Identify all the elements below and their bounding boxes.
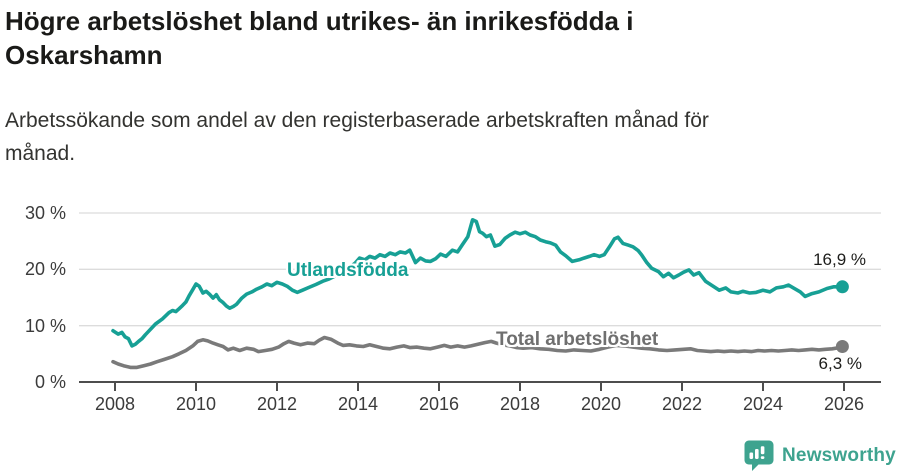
series-end-dot-1	[835, 340, 849, 354]
page-title: Högre arbetslöshet bland utrikes- än inr…	[5, 4, 633, 72]
x-tick-label-2008: 2008	[94, 394, 136, 414]
x-tick-label-2020: 2020	[580, 394, 622, 414]
x-tick-label-2026: 2026	[823, 394, 865, 414]
subtitle-line-1: Arbetssökande som andel av den registerb…	[5, 109, 709, 132]
x-tick-label-2018: 2018	[499, 394, 541, 414]
series-end-dot-0	[835, 280, 849, 294]
series-line-1	[111, 335, 845, 370]
title-line-1: Högre arbetslöshet bland utrikes- än inr…	[5, 6, 634, 36]
series-label-utlandsfodda: Utlandsfödda	[287, 260, 409, 281]
newsworthy-logo: Newsworthy	[743, 439, 896, 472]
newsworthy-logo-text: Newsworthy	[782, 444, 896, 466]
y-tick-label-20: 20 %	[24, 259, 66, 280]
x-tick-label-2024: 2024	[742, 394, 784, 414]
x-tick-label-2022: 2022	[661, 394, 703, 414]
chart-subtitle: Arbetssökande som andel av den registerb…	[5, 104, 709, 170]
title-line-2: Oskarshamn	[5, 40, 163, 70]
x-tick-label-2016: 2016	[418, 394, 460, 414]
series-label-total-arbetsloshet: Total arbetslöshet	[496, 329, 659, 350]
newsworthy-speech-bubble-chart-icon	[744, 440, 774, 471]
end-value-utlandsfodda: 16,9 %	[813, 250, 866, 269]
subtitle-line-2: månad.	[5, 142, 76, 165]
x-tick-label-2010: 2010	[175, 394, 217, 414]
series-line-0	[111, 218, 845, 348]
end-value-total-arbetsloshet: 6,3 %	[818, 354, 862, 373]
y-tick-label-30: 30 %	[24, 203, 66, 223]
x-tick-label-2014: 2014	[337, 394, 379, 414]
y-tick-label-10: 10 %	[24, 315, 66, 336]
x-tick-label-2012: 2012	[256, 394, 298, 414]
y-tick-label-0: 0 %	[34, 372, 66, 392]
